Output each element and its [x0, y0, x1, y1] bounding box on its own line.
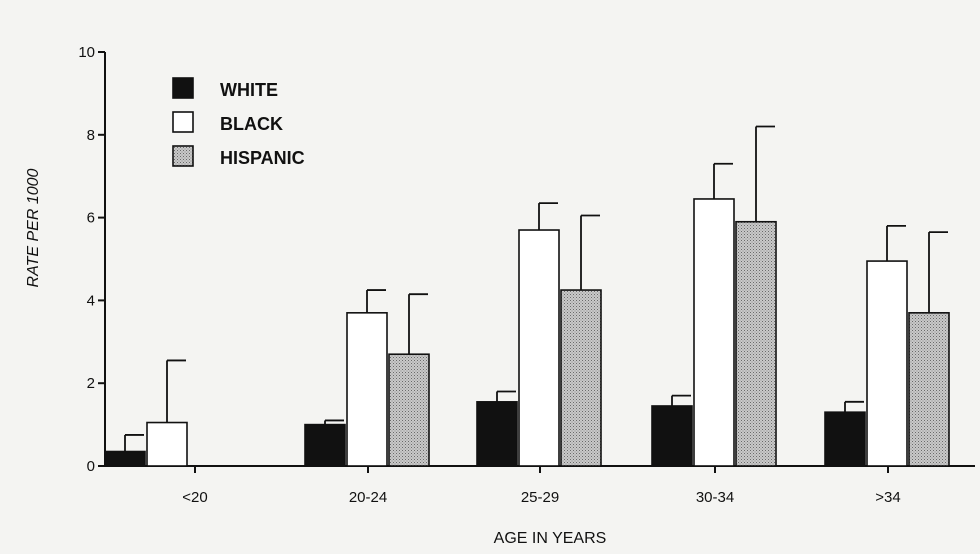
legend-swatch-hispanic [172, 145, 194, 167]
x-axis-title: AGE IN YEARS [494, 530, 607, 547]
bar-hispanic [735, 220, 777, 467]
bar-white [104, 450, 146, 467]
y-tick-label: 10 [78, 44, 95, 61]
bar-black [693, 198, 735, 467]
x-tick-label: <20 [182, 489, 207, 506]
bar-hispanic [908, 312, 950, 467]
legend-swatch-black [172, 111, 194, 133]
legend: WHITE BLACK HISPANIC [172, 77, 305, 168]
x-tick-label: 25-29 [521, 489, 559, 506]
legend-label-black: BLACK [220, 114, 283, 134]
bar-black [346, 312, 388, 467]
bar-white [304, 423, 346, 467]
x-tick-label: 30-34 [696, 489, 734, 506]
bar-hispanic [560, 289, 602, 467]
legend-swatch-white [172, 77, 194, 99]
y-tick-label: 8 [87, 127, 95, 144]
bar-hispanic [388, 353, 430, 467]
bar-black [866, 260, 908, 467]
bar-white [651, 405, 693, 467]
y-tick-label: 2 [87, 375, 95, 392]
legend-label-hispanic: HISPANIC [220, 148, 305, 168]
bars [104, 125, 950, 467]
legend-label-white: WHITE [220, 80, 278, 100]
y-tick-label: 6 [87, 210, 95, 227]
y-axis-title: RATE PER 1000 [25, 168, 42, 287]
bar-white [476, 401, 518, 467]
y-tick-label: 0 [87, 458, 95, 475]
y-tick-label: 4 [87, 292, 95, 309]
bar-white [824, 411, 866, 467]
bar-black [146, 421, 188, 467]
bar-black [518, 229, 560, 467]
x-tick-label: >34 [875, 489, 900, 506]
axes: 0 2 4 6 8 10 <20 20-24 25-29 30-34 >34 [78, 44, 975, 506]
x-tick-label: 20-24 [349, 489, 387, 506]
